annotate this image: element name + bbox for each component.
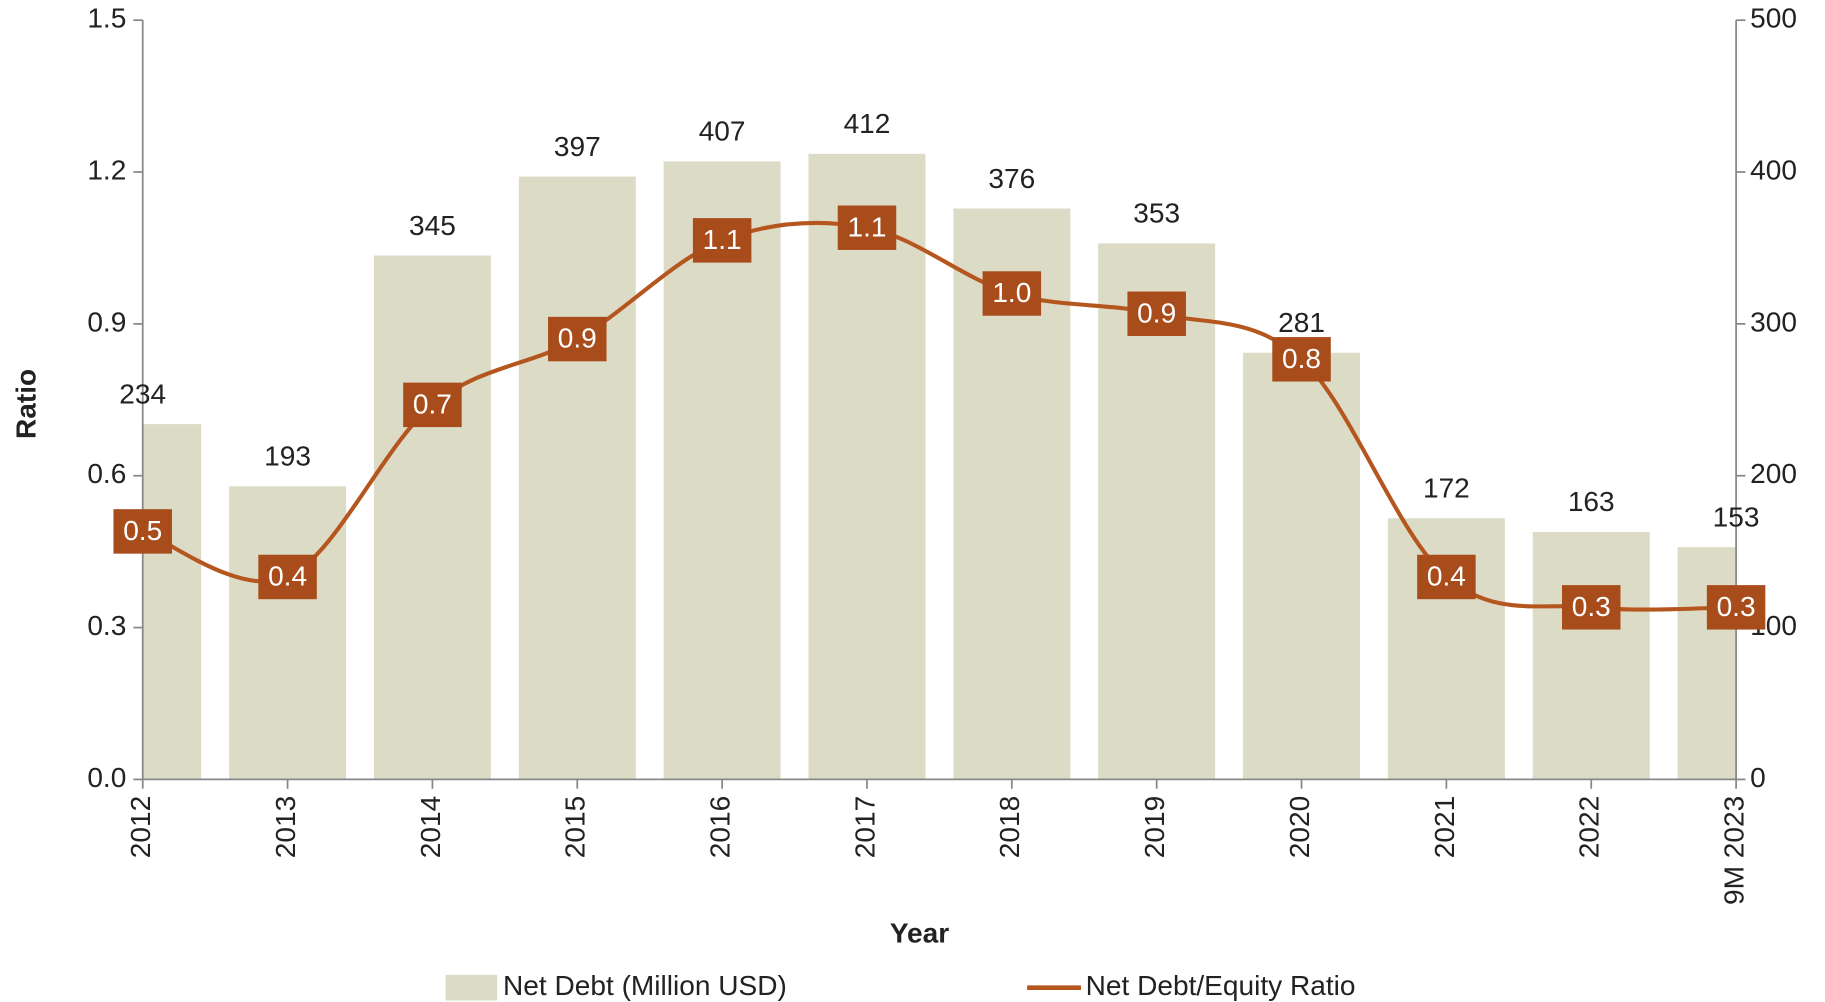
x-tick-label: 9M 2023	[1719, 796, 1750, 905]
line-value-label: 0.4	[268, 561, 307, 592]
y2-tick-label: 0	[1750, 762, 1766, 793]
value-label-box	[1272, 337, 1331, 382]
line-value-label: 0.5	[123, 515, 162, 546]
line-value-label: 1.1	[847, 211, 886, 242]
value-label-box	[1561, 585, 1621, 630]
y2-tick-label: 500	[1750, 3, 1797, 34]
x-tick-label: 2019	[1139, 796, 1170, 858]
bar-value-label: 163	[1568, 486, 1615, 517]
x-tick-label: 2018	[994, 796, 1025, 858]
line-value-label: 0.9	[558, 323, 597, 354]
line-value-label: 0.7	[413, 388, 452, 419]
value-label-box	[113, 509, 172, 554]
y-tick-label: 0.0	[87, 762, 126, 793]
line-value-label: 0.3	[1717, 591, 1756, 622]
x-tick-label: 2020	[1284, 796, 1315, 858]
value-label-box	[1706, 585, 1766, 630]
bar-value-label: 397	[554, 131, 601, 162]
x-tick-label: 2013	[270, 796, 301, 858]
y-tick-label: 0.6	[87, 458, 126, 489]
bar	[229, 486, 347, 780]
x-axis-title: Year	[890, 917, 949, 948]
x-tick-label: 2014	[415, 796, 446, 858]
bar	[808, 153, 926, 780]
bar-value-label: 281	[1278, 307, 1325, 338]
line-value-label: 0.3	[1572, 591, 1611, 622]
value-label-box	[692, 218, 752, 263]
value-label-box	[1127, 291, 1186, 336]
y-tick-label: 1.2	[87, 154, 126, 185]
bars	[142, 153, 1737, 780]
line-value-label: 1.0	[992, 277, 1031, 308]
legend-label: Net Debt/Equity Ratio	[1086, 970, 1356, 1001]
line-value-label: 0.4	[1427, 561, 1466, 592]
bar-value-label: 153	[1713, 501, 1760, 532]
legend-swatch	[445, 974, 498, 1001]
value-label-box	[837, 205, 897, 250]
bar-value-label: 193	[264, 441, 311, 472]
bar	[1243, 352, 1361, 780]
bar-value-label: 412	[844, 108, 891, 139]
x-tick-label: 2021	[1429, 796, 1460, 858]
bar-value-label: 172	[1423, 473, 1470, 504]
y-tick-label: 0.3	[87, 610, 126, 641]
y2-tick-label: 300	[1750, 306, 1797, 337]
bar	[663, 161, 781, 780]
bar-value-label: 407	[699, 116, 746, 147]
bar	[142, 424, 202, 780]
y-tick-label: 0.9	[87, 306, 126, 337]
y2-tick-label: 400	[1750, 154, 1797, 185]
x-tick-label: 2022	[1574, 796, 1605, 858]
bar-value-label: 353	[1133, 198, 1180, 229]
bar	[373, 255, 491, 780]
bar-value-label: 234	[119, 378, 166, 409]
value-label-box	[1417, 554, 1476, 600]
value-label-box	[403, 382, 462, 428]
line-value-label: 1.1	[703, 224, 742, 255]
bar	[518, 176, 636, 780]
x-tick-label: 2017	[849, 796, 880, 858]
line-value-label: 0.8	[1282, 343, 1321, 374]
x-tick-label: 2012	[125, 796, 156, 858]
value-label-box	[548, 316, 607, 362]
x-tick-label: 2016	[705, 796, 736, 858]
y-axis-title: Ratio	[10, 369, 41, 439]
value-label-box	[982, 271, 1042, 316]
y2-tick-label: 200	[1750, 458, 1797, 489]
legend-label: Net Debt (Million USD)	[503, 970, 787, 1001]
line-value-label: 0.9	[1137, 297, 1176, 328]
x-tick-label: 2015	[560, 796, 591, 858]
value-label-box	[258, 554, 317, 600]
bar-value-label: 345	[409, 210, 456, 241]
y-tick-label: 1.5	[87, 3, 126, 34]
bar	[1532, 531, 1650, 780]
bar-value-label: 376	[988, 163, 1035, 194]
